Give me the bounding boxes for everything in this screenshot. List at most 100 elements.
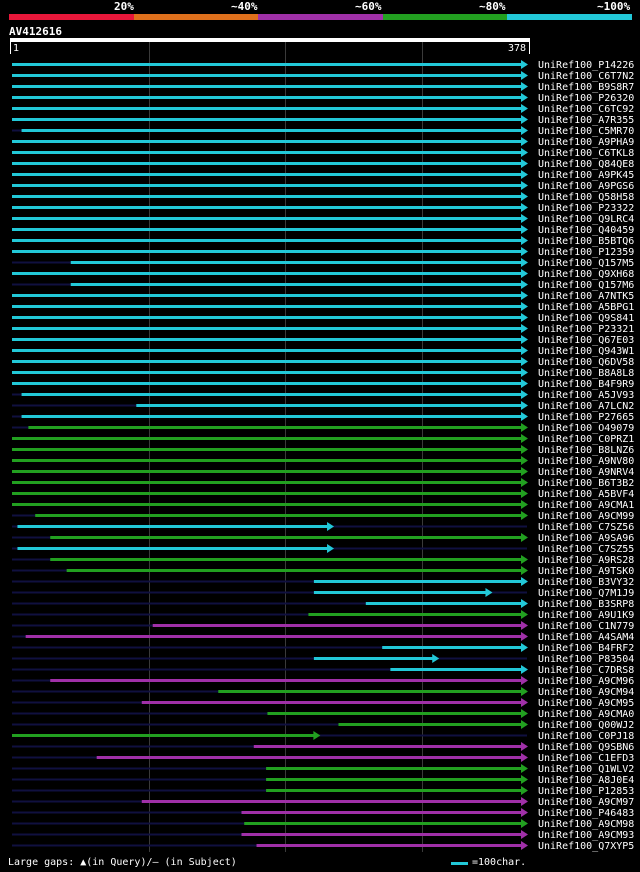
hit-arrow [521,775,528,784]
hit-arrow [327,544,335,553]
hit-label[interactable]: UniRef100_A9CM98 [538,819,634,830]
hit-label[interactable]: UniRef100_A9NV80 [538,456,634,467]
query-name: AV412616 [9,25,62,38]
hit-label[interactable]: UniRef100_A9PHA9 [538,137,634,148]
hit-label[interactable]: UniRef100_Q7M1J9 [538,588,634,599]
hit-label[interactable]: UniRef100_Q58H58 [538,192,634,203]
hit-arrow [521,126,528,135]
hit-label[interactable]: UniRef100_Q157M5 [538,258,634,269]
scale-legend: =100char. [472,857,527,868]
hit-arrow [521,346,528,355]
hit-label[interactable]: UniRef100_B8A8L8 [538,368,634,379]
hit-arrow [521,720,528,729]
hit-label[interactable]: UniRef100_C7SZ55 [538,544,634,555]
hit-label[interactable]: UniRef100_A7LCN2 [538,401,634,412]
hit-label[interactable]: UniRef100_A7R355 [538,115,634,126]
hit-label[interactable]: UniRef100_A9RS28 [538,555,634,566]
hit-arrow [521,368,528,377]
legend-label: 20% [114,0,134,13]
hit-label[interactable]: UniRef100_A9CMA1 [538,500,634,511]
hit-label[interactable]: UniRef100_Q9LRC4 [538,214,634,225]
hit-label[interactable]: UniRef100_P46483 [538,808,634,819]
hit-label[interactable]: UniRef100_A5BPG1 [538,302,634,313]
hit-label[interactable]: UniRef100_P12359 [538,247,634,258]
hit-label[interactable]: UniRef100_C0PRZ1 [538,434,634,445]
hit-label[interactable]: UniRef100_C6T7N2 [538,71,634,82]
legend-segment [382,14,507,20]
hit-label[interactable]: UniRef100_B4F9R9 [538,379,634,390]
hit-label[interactable]: UniRef100_Q7XYP5 [538,841,634,852]
hit-label[interactable]: UniRef100_Q40459 [538,225,634,236]
hit-label[interactable]: UniRef100_A9CM99 [538,511,634,522]
hit-label[interactable]: UniRef100_Q84QE8 [538,159,634,170]
hit-label[interactable]: UniRef100_P23321 [538,324,634,335]
hit-label[interactable]: UniRef100_B5BTQ6 [538,236,634,247]
hit-label[interactable]: UniRef100_Q9SBN6 [538,742,634,753]
hit-arrow [521,445,528,454]
hit-label[interactable]: UniRef100_B9S8R7 [538,82,634,93]
hit-label[interactable]: UniRef100_A9CM93 [538,830,634,841]
hit-label[interactable]: UniRef100_C5MR70 [538,126,634,137]
hit-label[interactable]: UniRef100_C1N779 [538,621,634,632]
hit-arrow [521,203,528,212]
hit-arrow [521,269,528,278]
hit-label[interactable]: UniRef100_B3VY32 [538,577,634,588]
hit-label[interactable]: UniRef100_A9NRV4 [538,467,634,478]
hit-label[interactable]: UniRef100_P14226 [538,60,634,71]
hit-arrow [521,808,528,817]
hit-label[interactable]: UniRef100_A9PK45 [538,170,634,181]
hit-label[interactable]: UniRef100_A9CMA0 [538,709,634,720]
hit-label[interactable]: UniRef100_P27665 [538,412,634,423]
hit-label[interactable]: UniRef100_Q1WLV2 [538,764,634,775]
hit-label[interactable]: UniRef100_P12853 [538,786,634,797]
hit-label[interactable]: UniRef100_A9CM96 [538,676,634,687]
hit-label[interactable]: UniRef100_Q00WJ2 [538,720,634,731]
hit-arrow [521,632,528,641]
hit-label[interactable]: UniRef100_A9U1K9 [538,610,634,621]
hit-label[interactable]: UniRef100_C6TKL8 [538,148,634,159]
hit-label[interactable]: UniRef100_A4SAM4 [538,632,634,643]
hit-arrow [521,467,528,476]
hit-label[interactable]: UniRef100_P23322 [538,203,634,214]
hit-label[interactable]: UniRef100_Q943W1 [538,346,634,357]
hit-arrow [313,731,321,740]
hit-label[interactable]: UniRef100_C6TC92 [538,104,634,115]
hit-label[interactable]: UniRef100_C7SZ56 [538,522,634,533]
hit-label[interactable]: UniRef100_B8LNZ6 [538,445,634,456]
hit-label[interactable]: UniRef100_Q9XH68 [538,269,634,280]
hit-label[interactable]: UniRef100_C7DRS8 [538,665,634,676]
hit-label[interactable]: UniRef100_Q6DV58 [538,357,634,368]
hit-arrow [521,489,528,498]
hit-label[interactable]: UniRef100_C0PJ18 [538,731,634,742]
hit-label[interactable]: UniRef100_B4FRF2 [538,643,634,654]
hit-label[interactable]: UniRef100_A9SA96 [538,533,634,544]
hit-label[interactable]: UniRef100_A5JV93 [538,390,634,401]
hit-label[interactable]: UniRef100_C1EFD3 [538,753,634,764]
hit-arrow [521,423,528,432]
scale-swatch [451,862,468,865]
hit-arrow [521,181,528,190]
hit-label[interactable]: UniRef100_Q157M6 [538,280,634,291]
hit-label[interactable]: UniRef100_P26320 [538,93,634,104]
hit-label[interactable]: UniRef100_A9PGS6 [538,181,634,192]
hit-label[interactable]: UniRef100_A7NTK5 [538,291,634,302]
hit-label[interactable]: UniRef100_A9CM94 [538,687,634,698]
hit-arrow [521,577,528,586]
hit-label[interactable]: UniRef100_O49079 [538,423,634,434]
hit-label[interactable]: UniRef100_Q67E03 [538,335,634,346]
hit-label[interactable]: UniRef100_P83504 [538,654,634,665]
hit-label[interactable]: UniRef100_B6T3B2 [538,478,634,489]
hit-label[interactable]: UniRef100_A9CM97 [538,797,634,808]
hit-arrow [521,797,528,806]
hit-label[interactable]: UniRef100_Q9S841 [538,313,634,324]
hit-label[interactable]: UniRef100_A9TSK0 [538,566,634,577]
hit-arrow [521,478,528,487]
hit-arrow [521,335,528,344]
hit-label[interactable]: UniRef100_A5BVF4 [538,489,634,500]
hit-arrow [521,841,528,850]
hit-label[interactable]: UniRef100_B3SRP8 [538,599,634,610]
hit-label[interactable]: UniRef100_A9CM95 [538,698,634,709]
hit-arrow [521,357,528,366]
hit-label[interactable]: UniRef100_A8J0E4 [538,775,634,786]
hit-arrow [521,698,528,707]
